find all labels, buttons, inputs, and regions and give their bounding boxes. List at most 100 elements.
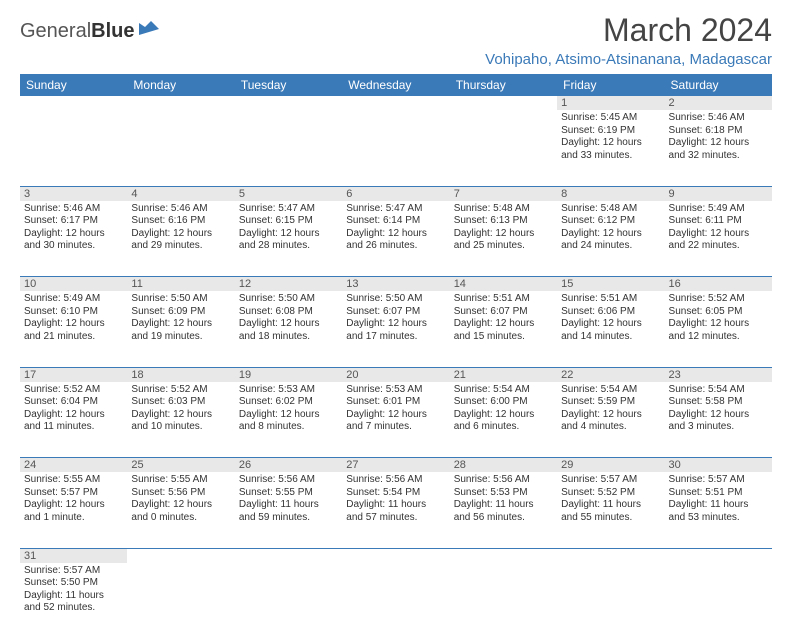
cell-sunset: Sunset: 6:14 PM <box>346 215 445 228</box>
cell-d1: Daylight: 12 hours <box>346 228 445 241</box>
cell-d2: and 25 minutes. <box>454 240 553 253</box>
cell-d2: and 30 minutes. <box>24 240 123 253</box>
cell-d2: and 17 minutes. <box>346 331 445 344</box>
cell-d1: Daylight: 11 hours <box>24 590 123 603</box>
cell-d1: Daylight: 12 hours <box>669 137 768 150</box>
cell-sunset: Sunset: 6:07 PM <box>454 306 553 319</box>
cell-sunset: Sunset: 6:13 PM <box>454 215 553 228</box>
day-number <box>20 96 127 110</box>
cell-d1: Daylight: 12 hours <box>561 409 660 422</box>
day-number: 5 <box>235 186 342 201</box>
cell-sunrise: Sunrise: 5:54 AM <box>561 384 660 397</box>
cell-d2: and 19 minutes. <box>131 331 230 344</box>
day-number: 17 <box>20 367 127 382</box>
cell-d1: Daylight: 12 hours <box>239 409 338 422</box>
cell-d1: Daylight: 12 hours <box>239 318 338 331</box>
cell-sunset: Sunset: 6:10 PM <box>24 306 123 319</box>
day-cell: Sunrise: 5:50 AMSunset: 6:07 PMDaylight:… <box>342 291 449 367</box>
cell-d2: and 53 minutes. <box>669 512 768 525</box>
day-cell <box>235 110 342 186</box>
day-header-tue: Tuesday <box>235 74 342 96</box>
cell-d2: and 18 minutes. <box>239 331 338 344</box>
cell-d2: and 14 minutes. <box>561 331 660 344</box>
cell-sunrise: Sunrise: 5:48 AM <box>561 203 660 216</box>
cell-d1: Daylight: 12 hours <box>561 318 660 331</box>
daynum-row: 31 <box>20 548 772 563</box>
day-cell: Sunrise: 5:54 AMSunset: 5:58 PMDaylight:… <box>665 382 772 458</box>
cell-sunset: Sunset: 6:08 PM <box>239 306 338 319</box>
day-number: 22 <box>557 367 664 382</box>
cell-d1: Daylight: 12 hours <box>24 409 123 422</box>
cell-d2: and 22 minutes. <box>669 240 768 253</box>
day-cell: Sunrise: 5:50 AMSunset: 6:09 PMDaylight:… <box>127 291 234 367</box>
cell-sunset: Sunset: 5:55 PM <box>239 487 338 500</box>
day-cell: Sunrise: 5:57 AMSunset: 5:52 PMDaylight:… <box>557 472 664 548</box>
day-cell: Sunrise: 5:49 AMSunset: 6:11 PMDaylight:… <box>665 201 772 277</box>
day-number: 19 <box>235 367 342 382</box>
cell-sunrise: Sunrise: 5:55 AM <box>24 474 123 487</box>
day-number: 16 <box>665 277 772 292</box>
brand-text-1: General <box>20 20 91 42</box>
title-block: March 2024 Vohipaho, Atsimo-Atsinanana, … <box>485 12 772 68</box>
cell-d2: and 4 minutes. <box>561 421 660 434</box>
day-number: 7 <box>450 186 557 201</box>
cell-d1: Daylight: 12 hours <box>24 228 123 241</box>
cell-sunset: Sunset: 5:52 PM <box>561 487 660 500</box>
day-cell: Sunrise: 5:56 AMSunset: 5:53 PMDaylight:… <box>450 472 557 548</box>
brand-text-2: Blue <box>91 20 134 42</box>
day-number <box>665 548 772 563</box>
daynum-row: 10111213141516 <box>20 277 772 292</box>
day-number <box>342 96 449 110</box>
day-number: 26 <box>235 458 342 473</box>
day-number <box>450 96 557 110</box>
cell-sunrise: Sunrise: 5:53 AM <box>239 384 338 397</box>
day-cell: Sunrise: 5:46 AMSunset: 6:16 PMDaylight:… <box>127 201 234 277</box>
week-row: Sunrise: 5:52 AMSunset: 6:04 PMDaylight:… <box>20 382 772 458</box>
cell-d1: Daylight: 12 hours <box>24 499 123 512</box>
day-cell <box>557 563 664 639</box>
cell-sunrise: Sunrise: 5:57 AM <box>669 474 768 487</box>
cell-d2: and 24 minutes. <box>561 240 660 253</box>
cell-sunset: Sunset: 6:18 PM <box>669 125 768 138</box>
day-cell: Sunrise: 5:52 AMSunset: 6:03 PMDaylight:… <box>127 382 234 458</box>
cell-sunrise: Sunrise: 5:48 AM <box>454 203 553 216</box>
cell-d2: and 26 minutes. <box>346 240 445 253</box>
cell-sunset: Sunset: 5:51 PM <box>669 487 768 500</box>
day-cell: Sunrise: 5:48 AMSunset: 6:13 PMDaylight:… <box>450 201 557 277</box>
day-number: 23 <box>665 367 772 382</box>
cell-d2: and 29 minutes. <box>131 240 230 253</box>
cell-d1: Daylight: 12 hours <box>454 228 553 241</box>
day-cell: Sunrise: 5:51 AMSunset: 6:06 PMDaylight:… <box>557 291 664 367</box>
cell-sunrise: Sunrise: 5:50 AM <box>131 293 230 306</box>
cell-d2: and 0 minutes. <box>131 512 230 525</box>
daynum-row: 17181920212223 <box>20 367 772 382</box>
day-cell: Sunrise: 5:53 AMSunset: 6:02 PMDaylight:… <box>235 382 342 458</box>
month-title: March 2024 <box>485 12 772 49</box>
cell-d1: Daylight: 12 hours <box>561 228 660 241</box>
day-header-mon: Monday <box>127 74 234 96</box>
cell-d1: Daylight: 12 hours <box>669 318 768 331</box>
calendar-table: Sunday Monday Tuesday Wednesday Thursday… <box>20 74 772 639</box>
day-cell <box>450 110 557 186</box>
day-number: 2 <box>665 96 772 110</box>
day-number: 8 <box>557 186 664 201</box>
day-cell: Sunrise: 5:54 AMSunset: 5:59 PMDaylight:… <box>557 382 664 458</box>
day-number <box>342 548 449 563</box>
day-cell <box>342 563 449 639</box>
cell-sunrise: Sunrise: 5:46 AM <box>24 203 123 216</box>
day-cell: Sunrise: 5:53 AMSunset: 6:01 PMDaylight:… <box>342 382 449 458</box>
day-cell <box>127 563 234 639</box>
day-cell <box>20 110 127 186</box>
cell-d2: and 6 minutes. <box>454 421 553 434</box>
day-number: 21 <box>450 367 557 382</box>
day-cell: Sunrise: 5:54 AMSunset: 6:00 PMDaylight:… <box>450 382 557 458</box>
cell-sunrise: Sunrise: 5:49 AM <box>669 203 768 216</box>
cell-d2: and 33 minutes. <box>561 150 660 163</box>
cell-d1: Daylight: 12 hours <box>131 409 230 422</box>
day-cell: Sunrise: 5:45 AMSunset: 6:19 PMDaylight:… <box>557 110 664 186</box>
day-number: 25 <box>127 458 234 473</box>
cell-sunrise: Sunrise: 5:49 AM <box>24 293 123 306</box>
calendar-body: 12Sunrise: 5:45 AMSunset: 6:19 PMDayligh… <box>20 96 772 639</box>
week-row: Sunrise: 5:57 AMSunset: 5:50 PMDaylight:… <box>20 563 772 639</box>
day-cell: Sunrise: 5:55 AMSunset: 5:56 PMDaylight:… <box>127 472 234 548</box>
